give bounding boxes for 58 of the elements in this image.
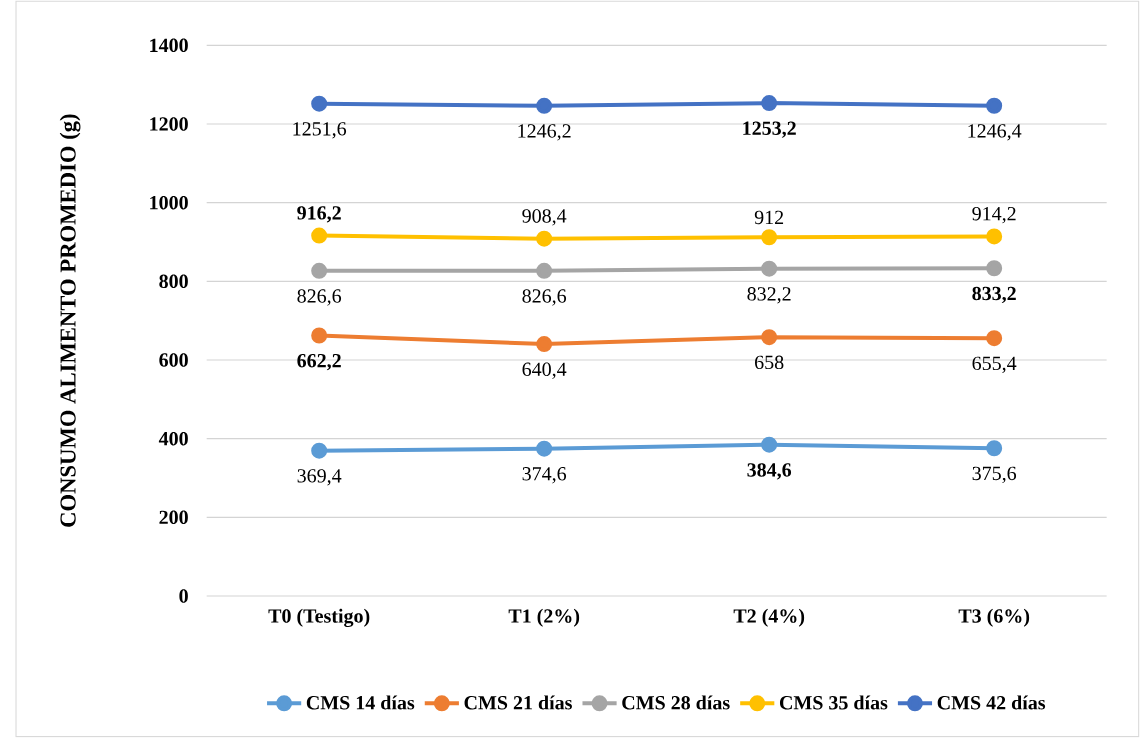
data-label: 1251,6: [293, 122, 347, 139]
data-label: 640,4: [522, 362, 567, 379]
y-axis-title: CONSUMO ALIMENTO PROMEDIO (g): [59, 114, 81, 527]
x-tick-label: T0 (Testigo): [268, 608, 370, 627]
data-label: 914,2: [972, 206, 1016, 224]
data-label: 1253,2: [743, 121, 796, 138]
x-tick-label: T1 (2%): [508, 608, 580, 627]
point: [536, 440, 553, 457]
legend-label: CMS 21 días: [464, 695, 572, 710]
data-label: 908,4: [522, 209, 567, 226]
point: [761, 260, 778, 277]
point: [986, 97, 1003, 114]
data-label: 1246,4: [968, 124, 1022, 141]
y-tick-label: 0: [179, 589, 188, 603]
data-label: 658: [755, 355, 784, 370]
point: [761, 229, 778, 246]
point: [536, 262, 553, 279]
point: [311, 442, 328, 459]
data-label: 1246,2: [518, 124, 571, 141]
point: [761, 95, 778, 112]
y-tick-label: 800: [159, 274, 188, 289]
data-label: 826,6: [522, 289, 567, 306]
data-label: 916,2: [297, 206, 341, 223]
point: [761, 436, 778, 453]
point: [986, 260, 1003, 277]
point: [311, 262, 328, 279]
point: [986, 228, 1003, 245]
point: [986, 440, 1003, 457]
y-tick-label: 1000: [150, 195, 188, 210]
data-label: 833,2: [972, 286, 1016, 304]
legend-label: CMS 28 días: [622, 695, 730, 710]
x-tick-label: T2 (4%): [733, 608, 805, 627]
data-label: 369,4: [297, 469, 342, 486]
x-tick-label: T3 (6%): [958, 608, 1030, 627]
point: [986, 330, 1003, 347]
legend-label: CMS 35 días: [779, 695, 888, 710]
legend-label: CMS 14 días: [306, 695, 415, 710]
y-tick-label: 1400: [150, 38, 188, 53]
data-label: 384,6: [747, 463, 792, 480]
point: [311, 227, 328, 244]
y-tick-label: 1200: [150, 117, 188, 131]
data-label: 912: [754, 210, 784, 225]
data-label: 655,4: [972, 356, 1017, 373]
data-label: 662,2: [297, 353, 341, 371]
y-tick-label: 200: [159, 510, 188, 525]
y-tick-label: 400: [158, 431, 188, 446]
point: [536, 230, 553, 247]
data-label: 374,6: [522, 467, 567, 484]
legend-label: CMS 42 días: [937, 695, 1046, 710]
point: [311, 327, 328, 344]
data-label: 375,6: [972, 466, 1017, 484]
data-label: 826,6: [297, 289, 342, 306]
y-tick-label: 600: [159, 353, 188, 367]
point: [761, 329, 778, 346]
point: [536, 97, 553, 114]
point: [311, 95, 328, 112]
data-label: 832,2: [747, 287, 791, 304]
point: [536, 336, 553, 353]
